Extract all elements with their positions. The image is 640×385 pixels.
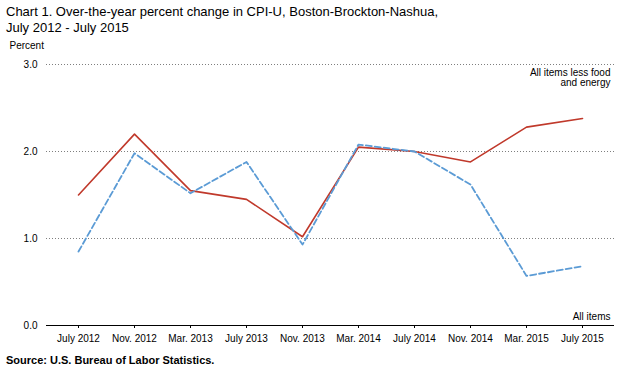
html-text:Source: U.S. Bureau of Labor S: Source: U.S. Bureau of Labor Statistics. [6,354,215,366]
svg-text:Nov. 2014: Nov. 2014 [448,333,493,344]
svg-text:July 2014: July 2014 [393,333,436,344]
svg-text:All items: All items [573,311,611,322]
svg-text:0.0: 0.0 [24,320,38,331]
svg-text:3.0: 3.0 [24,59,38,70]
svg-text:Nov. 2012: Nov. 2012 [112,333,157,344]
html-text:July 2012 - July 2015: July 2012 - July 2015 [6,20,129,35]
svg-text:July 2015: July 2015 [561,333,604,344]
svg-text:Nov. 2013: Nov. 2013 [280,333,325,344]
svg-text:2.0: 2.0 [24,146,38,157]
svg-text:Mar. 2014: Mar. 2014 [336,333,381,344]
svg-text:1.0: 1.0 [24,233,38,244]
svg-text:July 2013: July 2013 [225,333,268,344]
svg-text:All items less foodand energy: All items less foodand energy [530,67,611,88]
svg-text:Mar. 2013: Mar. 2013 [168,333,213,344]
svg-text:July 2012: July 2012 [57,333,100,344]
html-text:Chart 1. Over-the-year percent: Chart 1. Over-the-year percent change in… [6,4,439,19]
svg-text:Mar. 2015: Mar. 2015 [504,333,549,344]
svg-text:Percent: Percent [10,40,45,51]
